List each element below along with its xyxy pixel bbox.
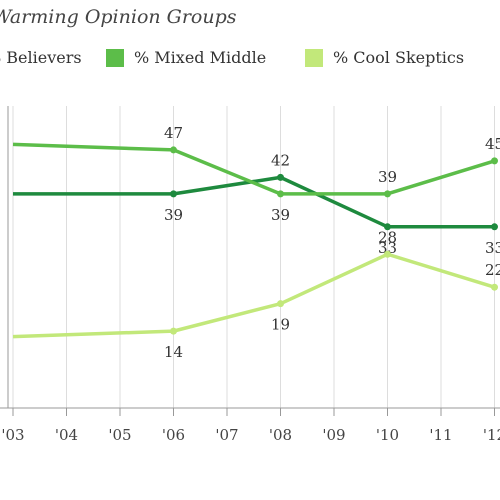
series-0-point-4 (491, 223, 498, 231)
series-2-point-3 (384, 250, 391, 258)
series-2-label-3: 28 (378, 228, 397, 246)
series-1-point-1 (170, 146, 177, 154)
series-2-point-1 (170, 327, 177, 335)
x-tick-label-6: '09 (322, 426, 345, 444)
chart-title: Warming Opinion Groups (0, 6, 237, 28)
legend-swatch-cool-skeptics (305, 48, 323, 67)
x-tick-label-9: '12 (483, 426, 500, 444)
legend-label-mixed-middle: % Mixed Middle (134, 48, 267, 67)
series-0-point-2 (277, 173, 284, 181)
legend-item-mixed-middle: % Mixed Middle (106, 48, 266, 67)
x-tick-label-7: '10 (376, 426, 399, 444)
series-line-2 (12, 252, 496, 339)
series-0-label-3: 33 (378, 239, 397, 257)
series-1-point-4 (491, 157, 498, 165)
series-0-label-1: 39 (164, 206, 183, 224)
series-2-label-1: 14 (164, 343, 183, 361)
series-2-point-4 (491, 283, 498, 291)
legend-label-cool-skeptics: % Cool Skeptics (333, 48, 465, 67)
x-tick-label-4: '07 (215, 426, 238, 444)
x-tick-label-8: '11 (429, 426, 452, 444)
series-0-label-4: 33 (485, 239, 500, 257)
series-0-point-3 (384, 223, 391, 231)
series-1-label-1: 47 (164, 124, 183, 142)
legend-item-believers: % Believers (0, 48, 82, 67)
series-line-1 (12, 142, 496, 196)
legend-label-believers: % Believers (0, 48, 82, 67)
legend-item-cool-skeptics: % Cool Skeptics (305, 48, 464, 67)
x-tick-label-1: '04 (55, 426, 78, 444)
extra-label-0: 42 (271, 151, 290, 169)
x-tick-label-3: '06 (162, 426, 185, 444)
series-1-label-2: 39 (271, 206, 290, 224)
chart-legend: % Believers % Mixed Middle % Cool Skepti… (0, 48, 500, 74)
series-1-point-3 (384, 190, 391, 198)
series-2-label-4: 22 (485, 261, 500, 279)
series-2-point-2 (277, 300, 284, 308)
x-tick-label-2: '05 (108, 426, 131, 444)
series-1-label-4: 45 (485, 135, 500, 153)
series-1-point-2 (277, 190, 284, 198)
series-2-label-2: 19 (271, 316, 290, 334)
series-0-point-1 (170, 190, 177, 198)
legend-swatch-mixed-middle (106, 48, 124, 67)
series-1-label-3: 39 (378, 168, 397, 186)
x-tick-label-5: '08 (269, 426, 292, 444)
x-tick-label-0: '03 (1, 426, 24, 444)
